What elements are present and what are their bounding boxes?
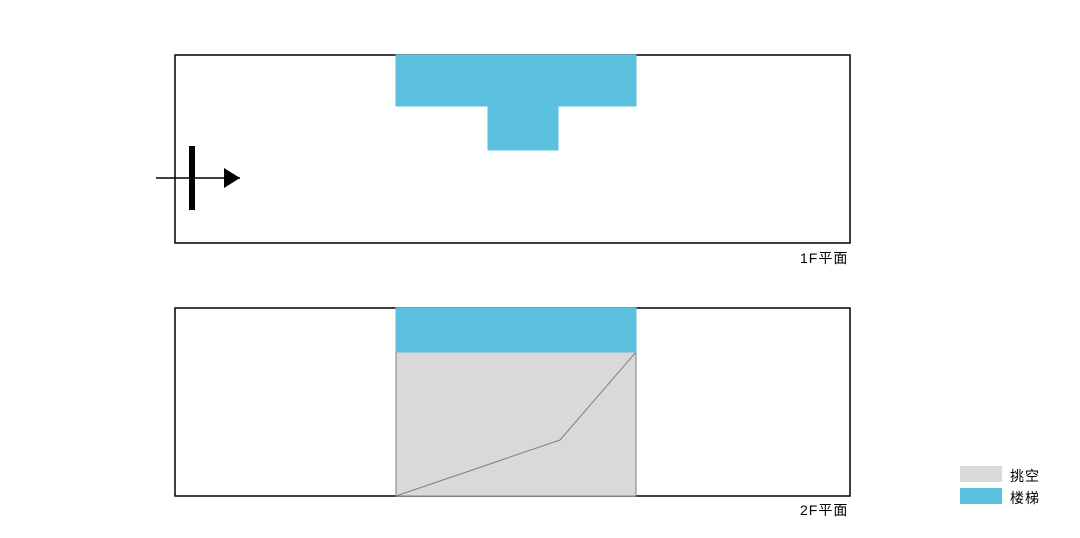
floor1-label: 1F平面: [800, 248, 848, 268]
floor2-stair-strip: [396, 308, 636, 352]
floor2-void-region: [396, 352, 636, 496]
floor2-label: 2F平面: [800, 500, 848, 520]
floor2-svg: [0, 0, 1080, 538]
legend-stair-swatch: [960, 488, 1002, 504]
diagram-canvas: 1F平面 2F平面 挑空 楼梯: [0, 0, 1080, 538]
legend-void-swatch: [960, 466, 1002, 482]
legend-stair-label: 楼梯: [1010, 488, 1040, 508]
legend-void-label: 挑空: [1010, 466, 1040, 486]
